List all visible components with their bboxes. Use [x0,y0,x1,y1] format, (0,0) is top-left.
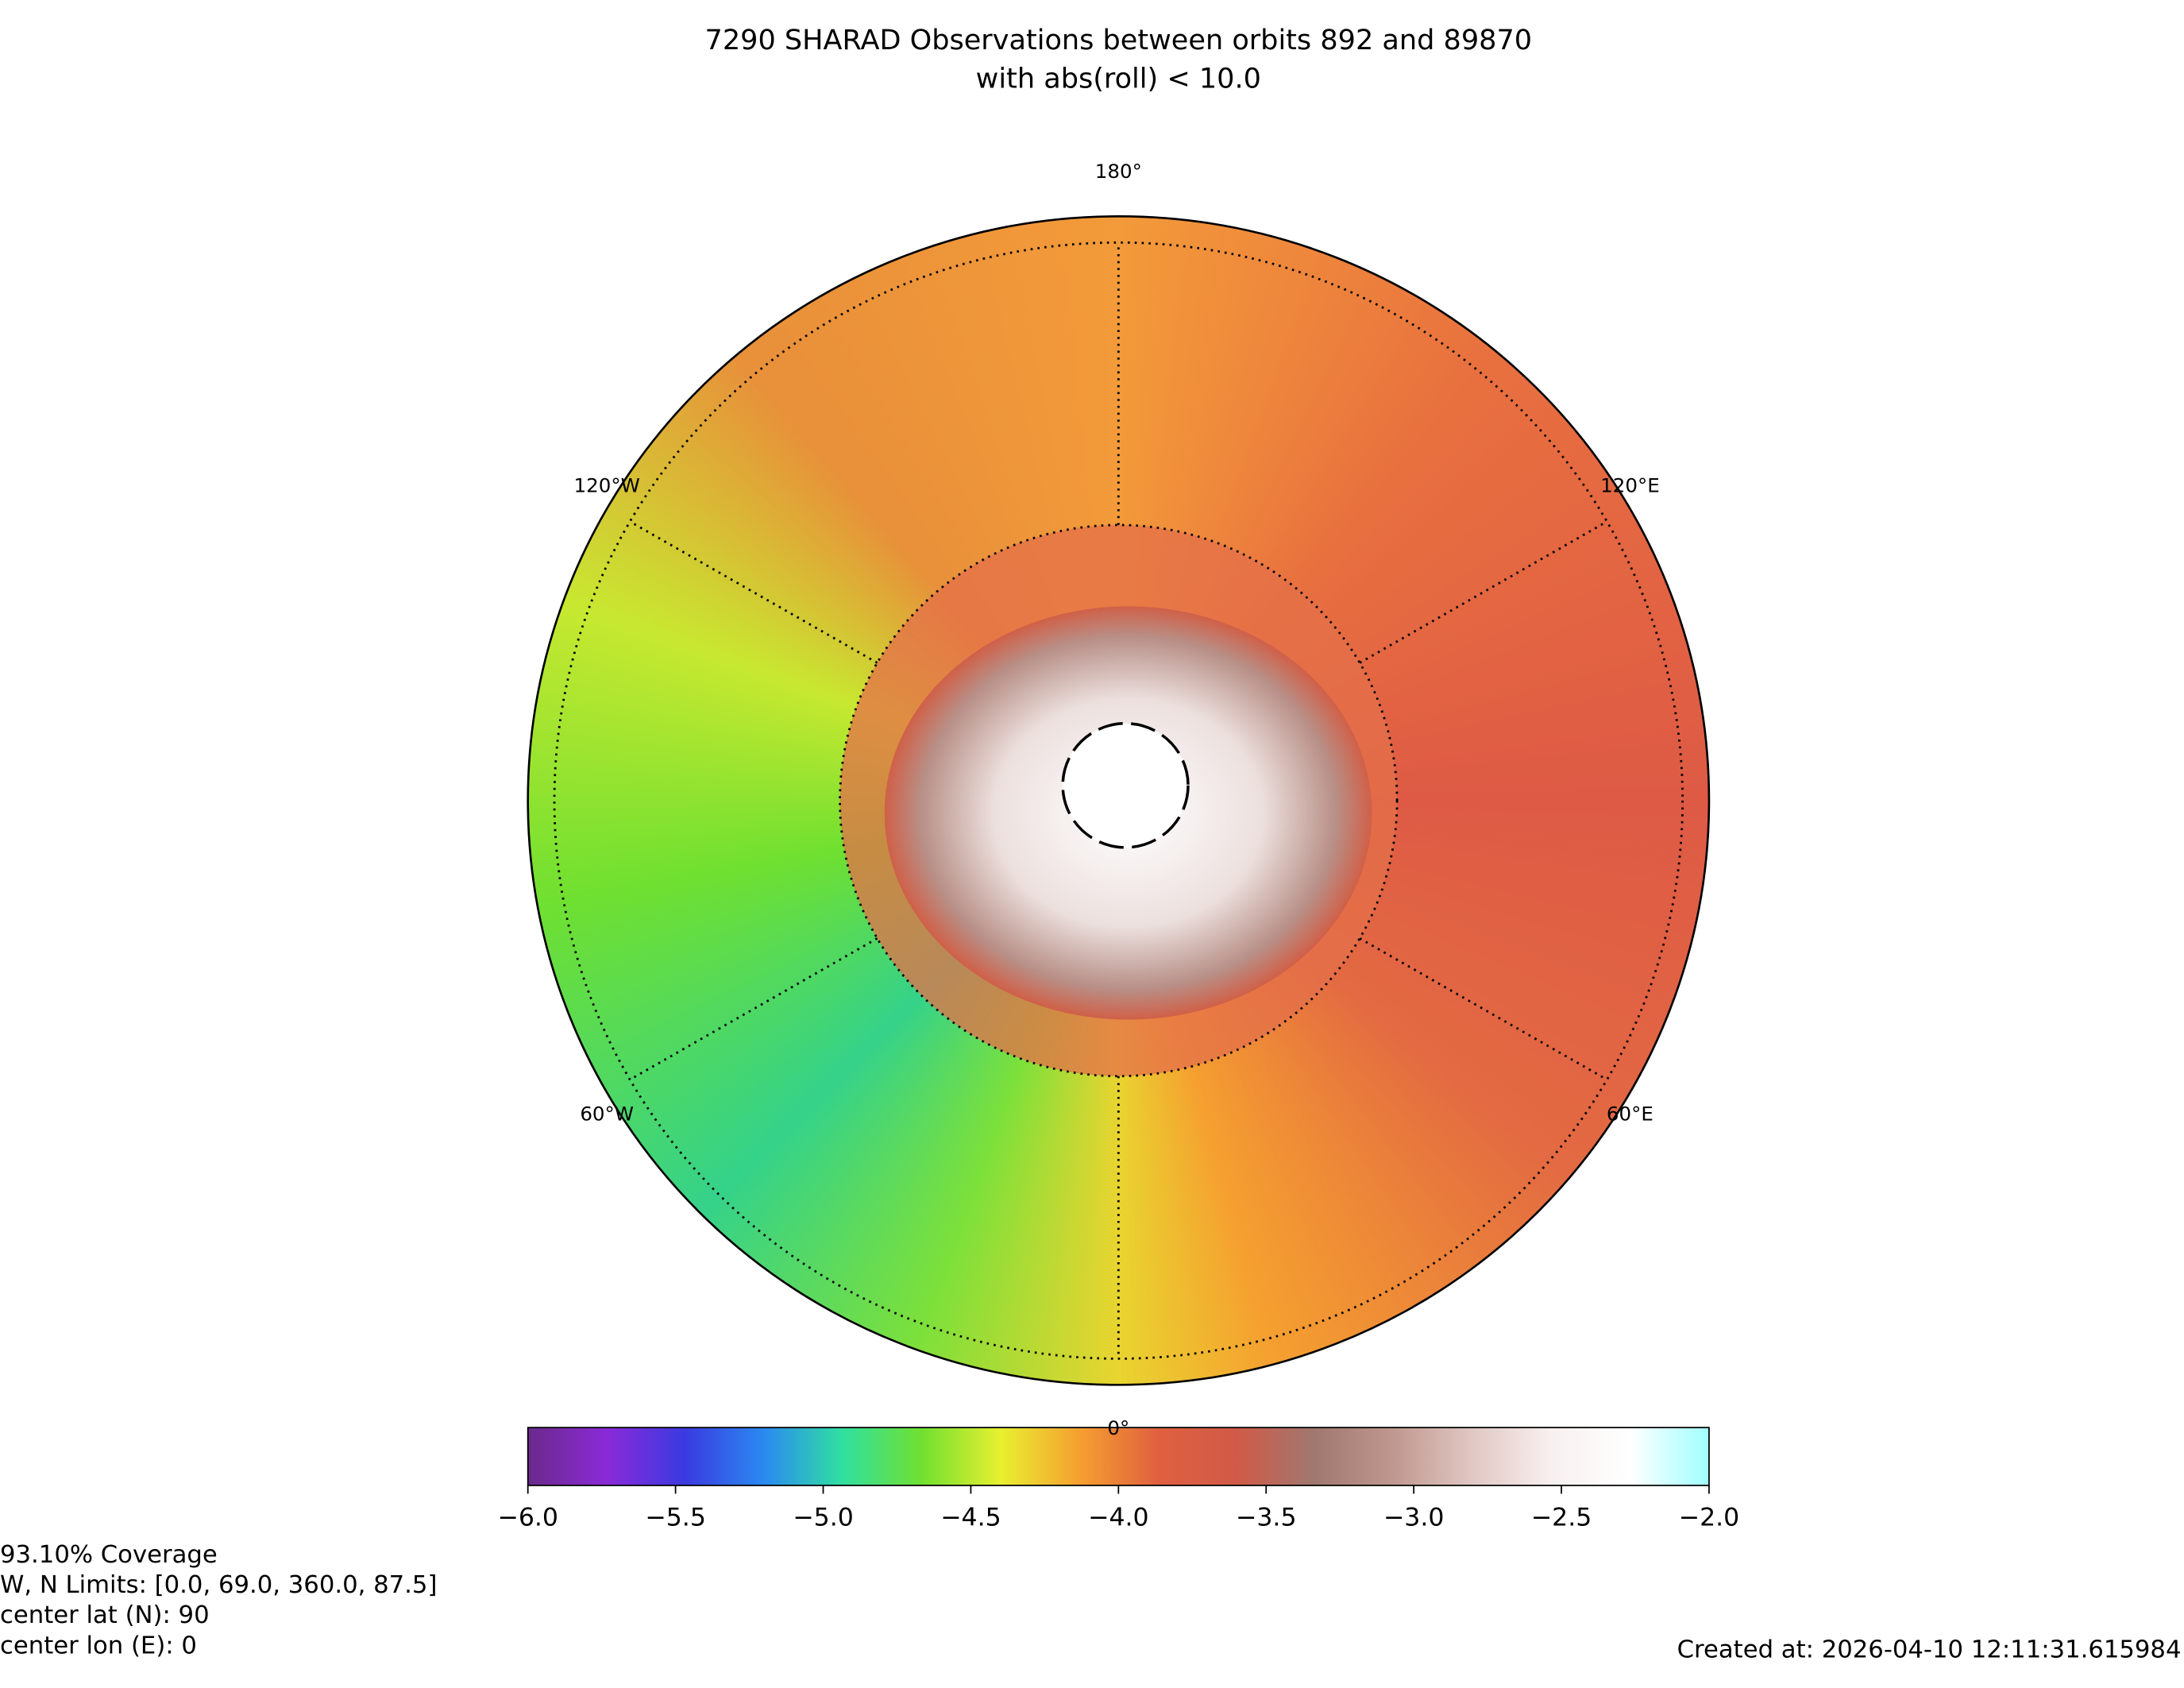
map-surface [527,216,1709,1385]
colorbar-tick-label: −4.5 [940,1504,1001,1532]
meridian-label: 120°E [1600,473,1660,496]
meridian-label: 180° [1095,160,1142,183]
colorbar-tick-label: −5.5 [645,1504,706,1532]
meridian [1359,937,1608,1081]
title-line: with abs(roll) < 10.0 [976,64,1261,95]
map-border [527,215,1711,1386]
meridian [629,520,878,664]
colorbar-tick-label: −2.5 [1531,1504,1592,1532]
colorbar-tick-label: −3.0 [1383,1504,1445,1532]
title-line: 7290 SHARAD Observations between orbits … [705,25,1533,56]
meridian [1359,520,1608,664]
colorbar-tick-label: −3.5 [1236,1504,1297,1532]
meridian-label: 60°W [580,1102,634,1125]
meridian-label: 120°W [574,473,640,496]
meridian [629,937,878,1081]
footer-line: W, N Limits: [0.0, 69.0, 360.0, 87.5] [0,1571,437,1599]
colorbar-tick-label: −2.0 [1679,1504,1740,1532]
meridian-label: 60°E [1607,1102,1653,1125]
footer-line: center lon (E): 0 [0,1632,197,1660]
footer-line: center lat (N): 90 [0,1601,210,1629]
colorbar-tick-label: −4.0 [1088,1504,1149,1532]
meridian-label: 0° [1107,1416,1129,1439]
footer-line: 93.10% Coverage [0,1541,218,1569]
colorbar-tick-label: −5.0 [793,1504,854,1532]
colorbar [527,1427,1710,1486]
created-at: Created at: 2026-04-10 12:11:31.615984 [1677,1636,2182,1664]
colorbar-tick-label: −6.0 [497,1504,558,1532]
